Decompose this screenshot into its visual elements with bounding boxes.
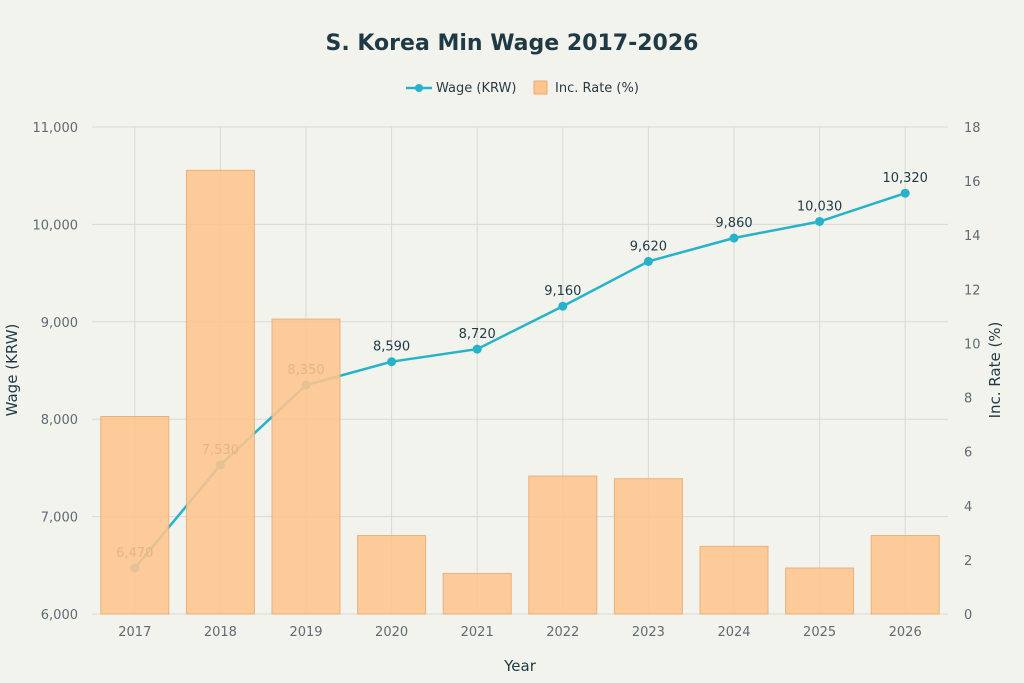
y2-tick-label: 6 xyxy=(964,446,972,461)
x-axis-title: Year xyxy=(503,657,537,675)
rate-bar xyxy=(870,535,940,615)
x-tick-label: 2020 xyxy=(375,625,408,640)
wage-point xyxy=(900,188,910,198)
wage-data-label: 10,320 xyxy=(882,171,928,186)
legend: Wage (KRW) Inc. Rate (%) xyxy=(406,80,639,96)
rate-bars xyxy=(100,169,940,615)
y-tick-label: 8,000 xyxy=(41,413,78,428)
legend-bar-swatch xyxy=(533,80,548,95)
x-tick-label: 2026 xyxy=(889,625,922,640)
chart-title: S. Korea Min Wage 2017-2026 xyxy=(326,31,699,56)
rate-bar xyxy=(699,545,769,615)
wage-point xyxy=(643,256,653,266)
y2-tick-label: 14 xyxy=(964,229,981,244)
legend-marker-swatch xyxy=(415,84,423,92)
y2-tick-label: 8 xyxy=(964,392,972,407)
y-axis-title: Wage (KRW) xyxy=(3,324,21,417)
y2-tick-label: 10 xyxy=(964,337,981,352)
rate-bar xyxy=(785,567,855,615)
wage-data-label: 9,620 xyxy=(630,239,667,254)
x-tick-label: 2024 xyxy=(717,625,750,640)
y2-tick-label: 4 xyxy=(964,500,972,515)
wage-point xyxy=(815,216,825,226)
wage-data-label: 10,030 xyxy=(797,199,843,214)
legend-label-wage: Wage (KRW) xyxy=(436,81,516,96)
y-tick-label: 10,000 xyxy=(33,218,79,233)
wage-data-label: 9,160 xyxy=(544,284,581,299)
y-tick-label: 7,000 xyxy=(41,511,78,526)
rate-bar xyxy=(271,318,341,615)
legend-item-rate[interactable]: Inc. Rate (%) xyxy=(533,80,639,96)
y-tick-label: 9,000 xyxy=(41,316,78,331)
y2-tick-label: 18 xyxy=(964,121,981,136)
rate-bar xyxy=(613,478,683,615)
wage-line-path xyxy=(133,192,906,569)
y2-tick-label: 0 xyxy=(964,608,972,623)
x-tick-label: 2018 xyxy=(204,625,237,640)
legend-item-wage[interactable]: Wage (KRW) xyxy=(406,81,516,96)
wage-data-label: 9,860 xyxy=(715,216,752,231)
legend-label-rate: Inc. Rate (%) xyxy=(555,81,639,96)
y2-tick-label: 12 xyxy=(964,283,981,298)
axes: 6,000 7,000 8,000 9,000 10,000 11,000 0 2 4 6 8 10 1… xyxy=(33,121,981,640)
x-tick-label: 2022 xyxy=(546,625,579,640)
wage-point xyxy=(729,233,739,243)
rate-bar xyxy=(357,535,427,615)
x-tick-label: 2017 xyxy=(118,625,151,640)
wage-point xyxy=(558,301,568,311)
y2-tick-label: 2 xyxy=(964,554,972,569)
wage-point xyxy=(472,344,482,354)
wage-data-label: 8,590 xyxy=(373,340,410,355)
rate-bar xyxy=(528,475,598,615)
rate-bar xyxy=(185,169,255,615)
rate-bar xyxy=(442,572,512,615)
wage-data-label: 8,720 xyxy=(459,327,496,342)
x-tick-label: 2025 xyxy=(803,625,836,640)
y-tick-label: 6,000 xyxy=(41,608,78,623)
x-tick-label: 2021 xyxy=(461,625,494,640)
y-tick-label: 11,000 xyxy=(33,121,79,136)
y2-axis-title: Inc. Rate (%) xyxy=(986,322,1004,419)
x-tick-label: 2019 xyxy=(289,625,322,640)
rate-bar xyxy=(100,415,170,615)
x-tick-label: 2023 xyxy=(632,625,665,640)
y2-tick-label: 16 xyxy=(964,175,981,190)
wage-point xyxy=(387,357,397,367)
